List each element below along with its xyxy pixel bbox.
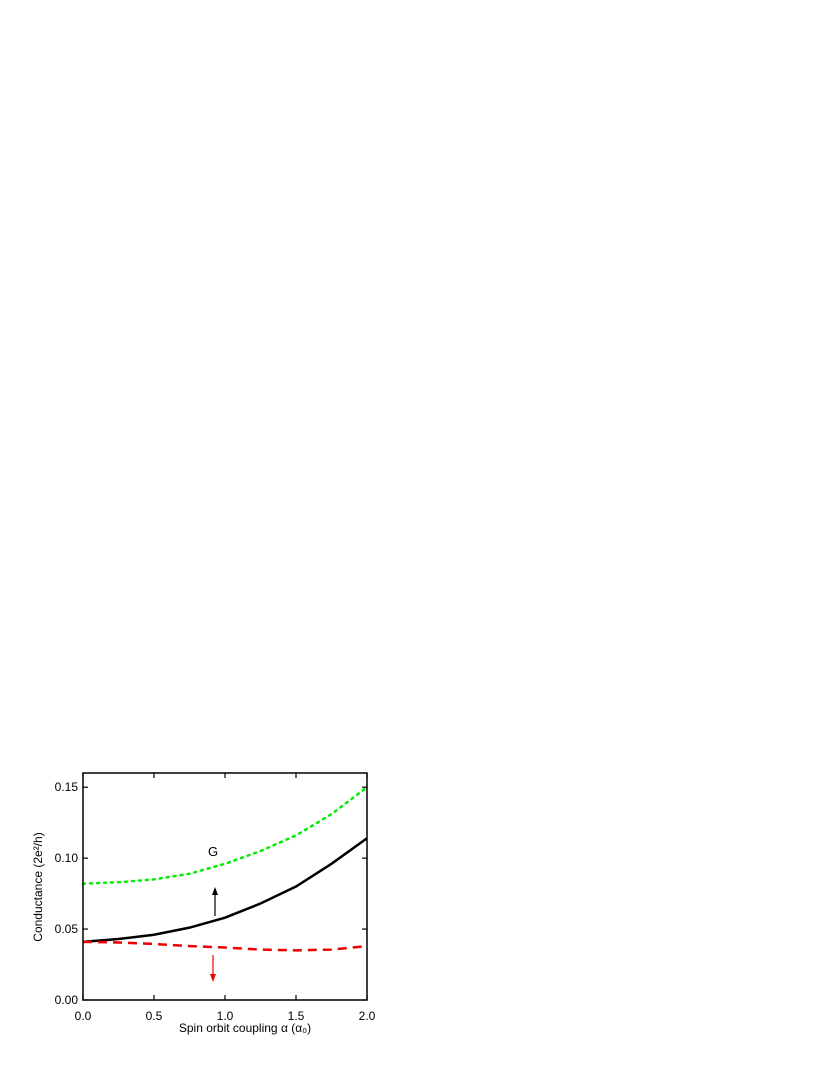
series-line (82, 940, 368, 952)
y-tick-label: 0.10 (55, 851, 79, 865)
x-tick-label: 0.0 (75, 1009, 92, 1023)
x-tick-label: 2.0 (359, 1009, 376, 1023)
y-tick-label: 0.05 (55, 922, 79, 936)
x-tick-label: 1.5 (288, 1009, 305, 1023)
y-tick-label: 0.00 (55, 993, 79, 1007)
x-tick-label: 1.0 (217, 1009, 234, 1023)
plot-frame (82, 772, 368, 1001)
series-line (82, 837, 368, 944)
y-tick-label: 0.15 (55, 780, 79, 794)
spin-down-arrow (210, 955, 216, 982)
annotation: G (208, 844, 218, 859)
x-tick-label: 0.5 (146, 1009, 163, 1023)
y-axis-label: Conductance (2e²/h) (31, 832, 45, 941)
x-axis-label: Spin orbit coupling α (α₀) (179, 1021, 311, 1035)
spin-up-arrow (212, 887, 218, 916)
series-line (81, 785, 369, 885)
